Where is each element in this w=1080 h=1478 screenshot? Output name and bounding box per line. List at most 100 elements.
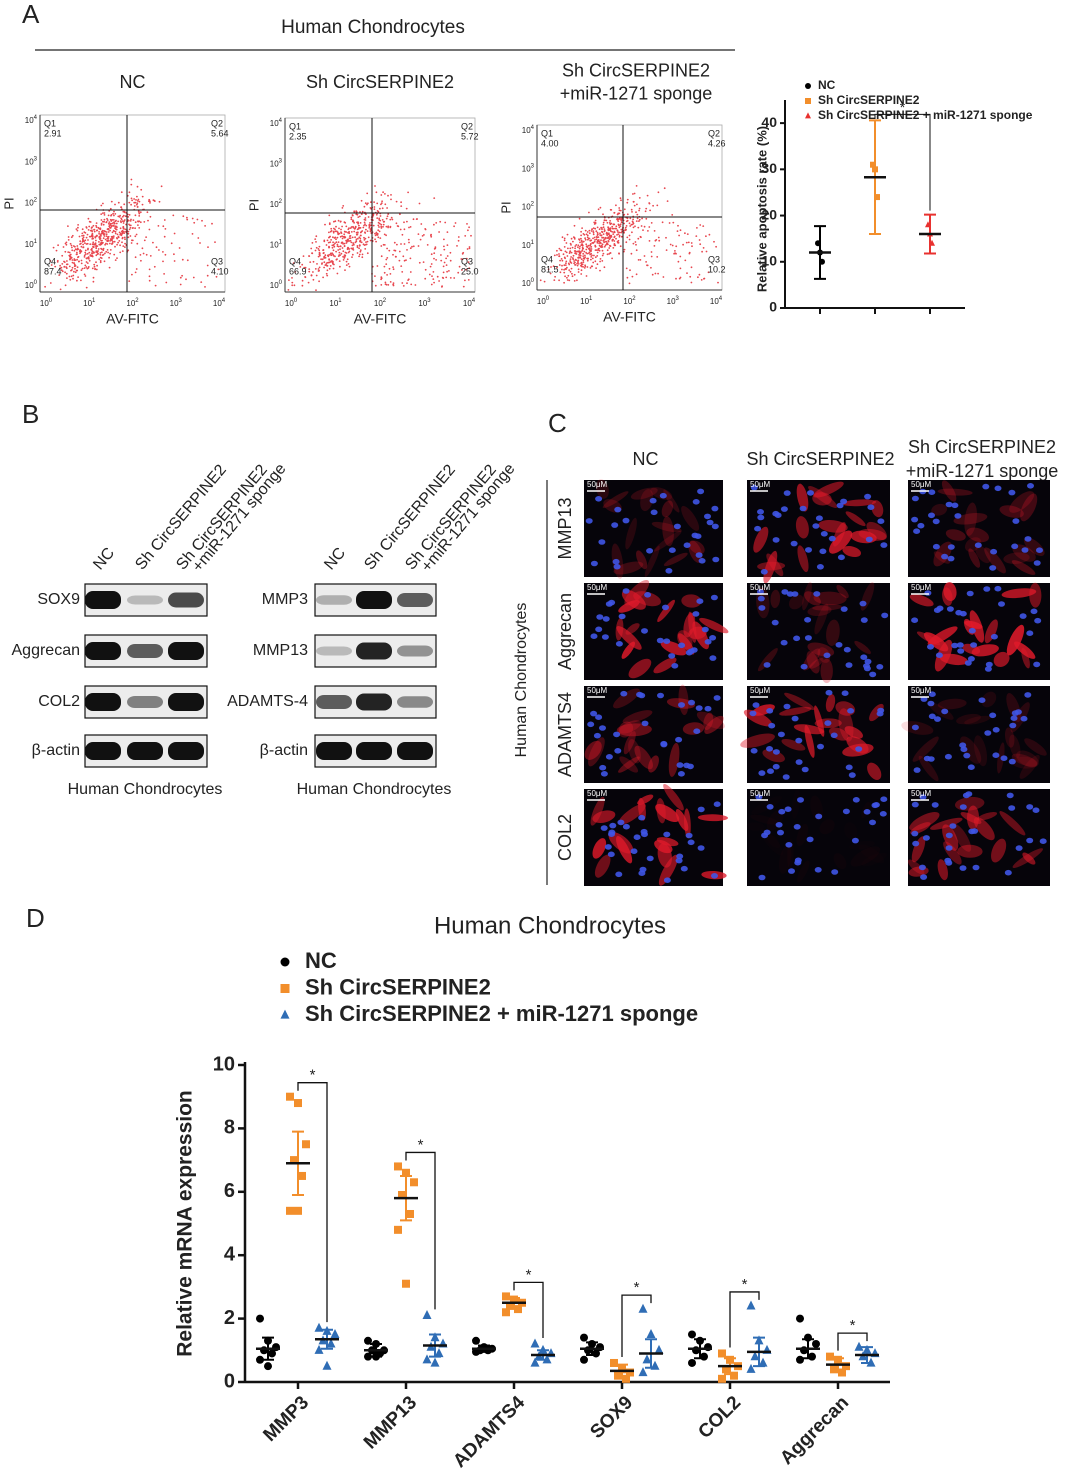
cell-stain [977,811,998,821]
cell-stain [931,503,948,516]
event-dot [600,244,603,247]
row-label: Aggrecan [12,642,81,659]
nucleus [1019,613,1027,619]
event-dot [385,263,388,265]
cell-stain [966,527,989,543]
event-dot [606,221,609,224]
event-dot [594,260,597,263]
data-point [314,1344,324,1354]
event-dot [653,230,656,232]
event-dot [351,244,354,247]
nucleus [804,635,812,641]
event-dot [626,217,629,220]
event-dot [136,195,138,198]
event-dot [590,230,593,232]
tick-exponent: 1 [589,296,593,302]
event-dot [611,227,614,230]
event-dot [145,253,148,256]
event-dot [604,244,607,247]
cell-stain [813,591,847,606]
event-dot [336,245,339,248]
cell-stain [683,612,696,638]
event-dot [365,243,368,246]
event-dot [584,229,587,232]
cell-stain [602,491,629,508]
cell-stain [625,517,637,550]
nucleus [646,855,654,862]
event-dot [382,243,385,246]
quadrant-value: 2.91 [44,128,62,138]
event-dot [652,204,654,207]
event-dot [650,251,653,253]
event-dot [133,201,136,204]
cell-stain [623,731,636,755]
event-dot [147,219,149,222]
data-point [502,1292,510,1301]
nucleus [704,705,712,712]
event-dot [331,244,334,247]
event-dot [108,225,111,228]
event-dot [580,237,582,240]
event-dot [323,252,325,254]
event-dot [86,252,89,255]
nucleus [947,555,955,562]
tick-base: 10 [463,299,472,308]
event-dot [65,241,68,244]
event-dot [696,227,698,229]
tick-base: 10 [522,126,531,135]
event-dot [569,270,572,273]
event-dot [619,245,622,248]
event-dot [687,241,690,244]
event-dot [390,194,392,196]
event-dot [139,221,142,224]
cell-stain [911,836,926,863]
blot-band [85,591,121,609]
event-dot [395,255,397,258]
y-tick-label: 6 [224,1180,235,1202]
quadrant-value: 2.35 [289,131,307,141]
event-dot [348,250,351,253]
y-tick-label: 100 [25,280,38,291]
cell-stain [1012,544,1036,562]
event-dot [303,266,306,269]
event-dot [616,234,618,236]
data-point [870,161,876,168]
event-dot [83,273,86,276]
plot-title: +miR-1271 sponge [560,83,713,103]
event-dot [592,227,595,230]
event-dot [116,226,118,229]
significance-label: * [418,1136,424,1153]
event-dot [88,259,91,262]
event-dot [299,266,302,268]
event-dot [130,242,133,244]
event-dot [122,222,125,224]
data-point [646,1329,656,1339]
blot-band [356,591,392,609]
event-dot [630,252,633,255]
event-dot [395,222,398,225]
tick-exponent: 4 [531,125,535,131]
data-point [796,1355,804,1364]
event-dot [392,268,395,271]
cell-stain [939,653,968,666]
event-dot [342,205,345,207]
event-dot [339,235,342,238]
event-dot [135,233,138,236]
event-dot [206,274,209,277]
event-dot [342,250,345,253]
nucleus [600,771,608,777]
event-dot [363,205,366,208]
event-dot [539,279,542,282]
event-dot [133,198,136,200]
event-dot [134,271,137,274]
event-dot [204,225,207,227]
event-dot [71,249,74,252]
event-dot [331,252,333,255]
data-point [642,1354,652,1364]
cell-stain [912,736,939,762]
event-dot [424,228,427,230]
event-dot [597,233,599,236]
event-dot [114,230,117,233]
nucleus [984,666,992,672]
event-dot [122,227,125,230]
